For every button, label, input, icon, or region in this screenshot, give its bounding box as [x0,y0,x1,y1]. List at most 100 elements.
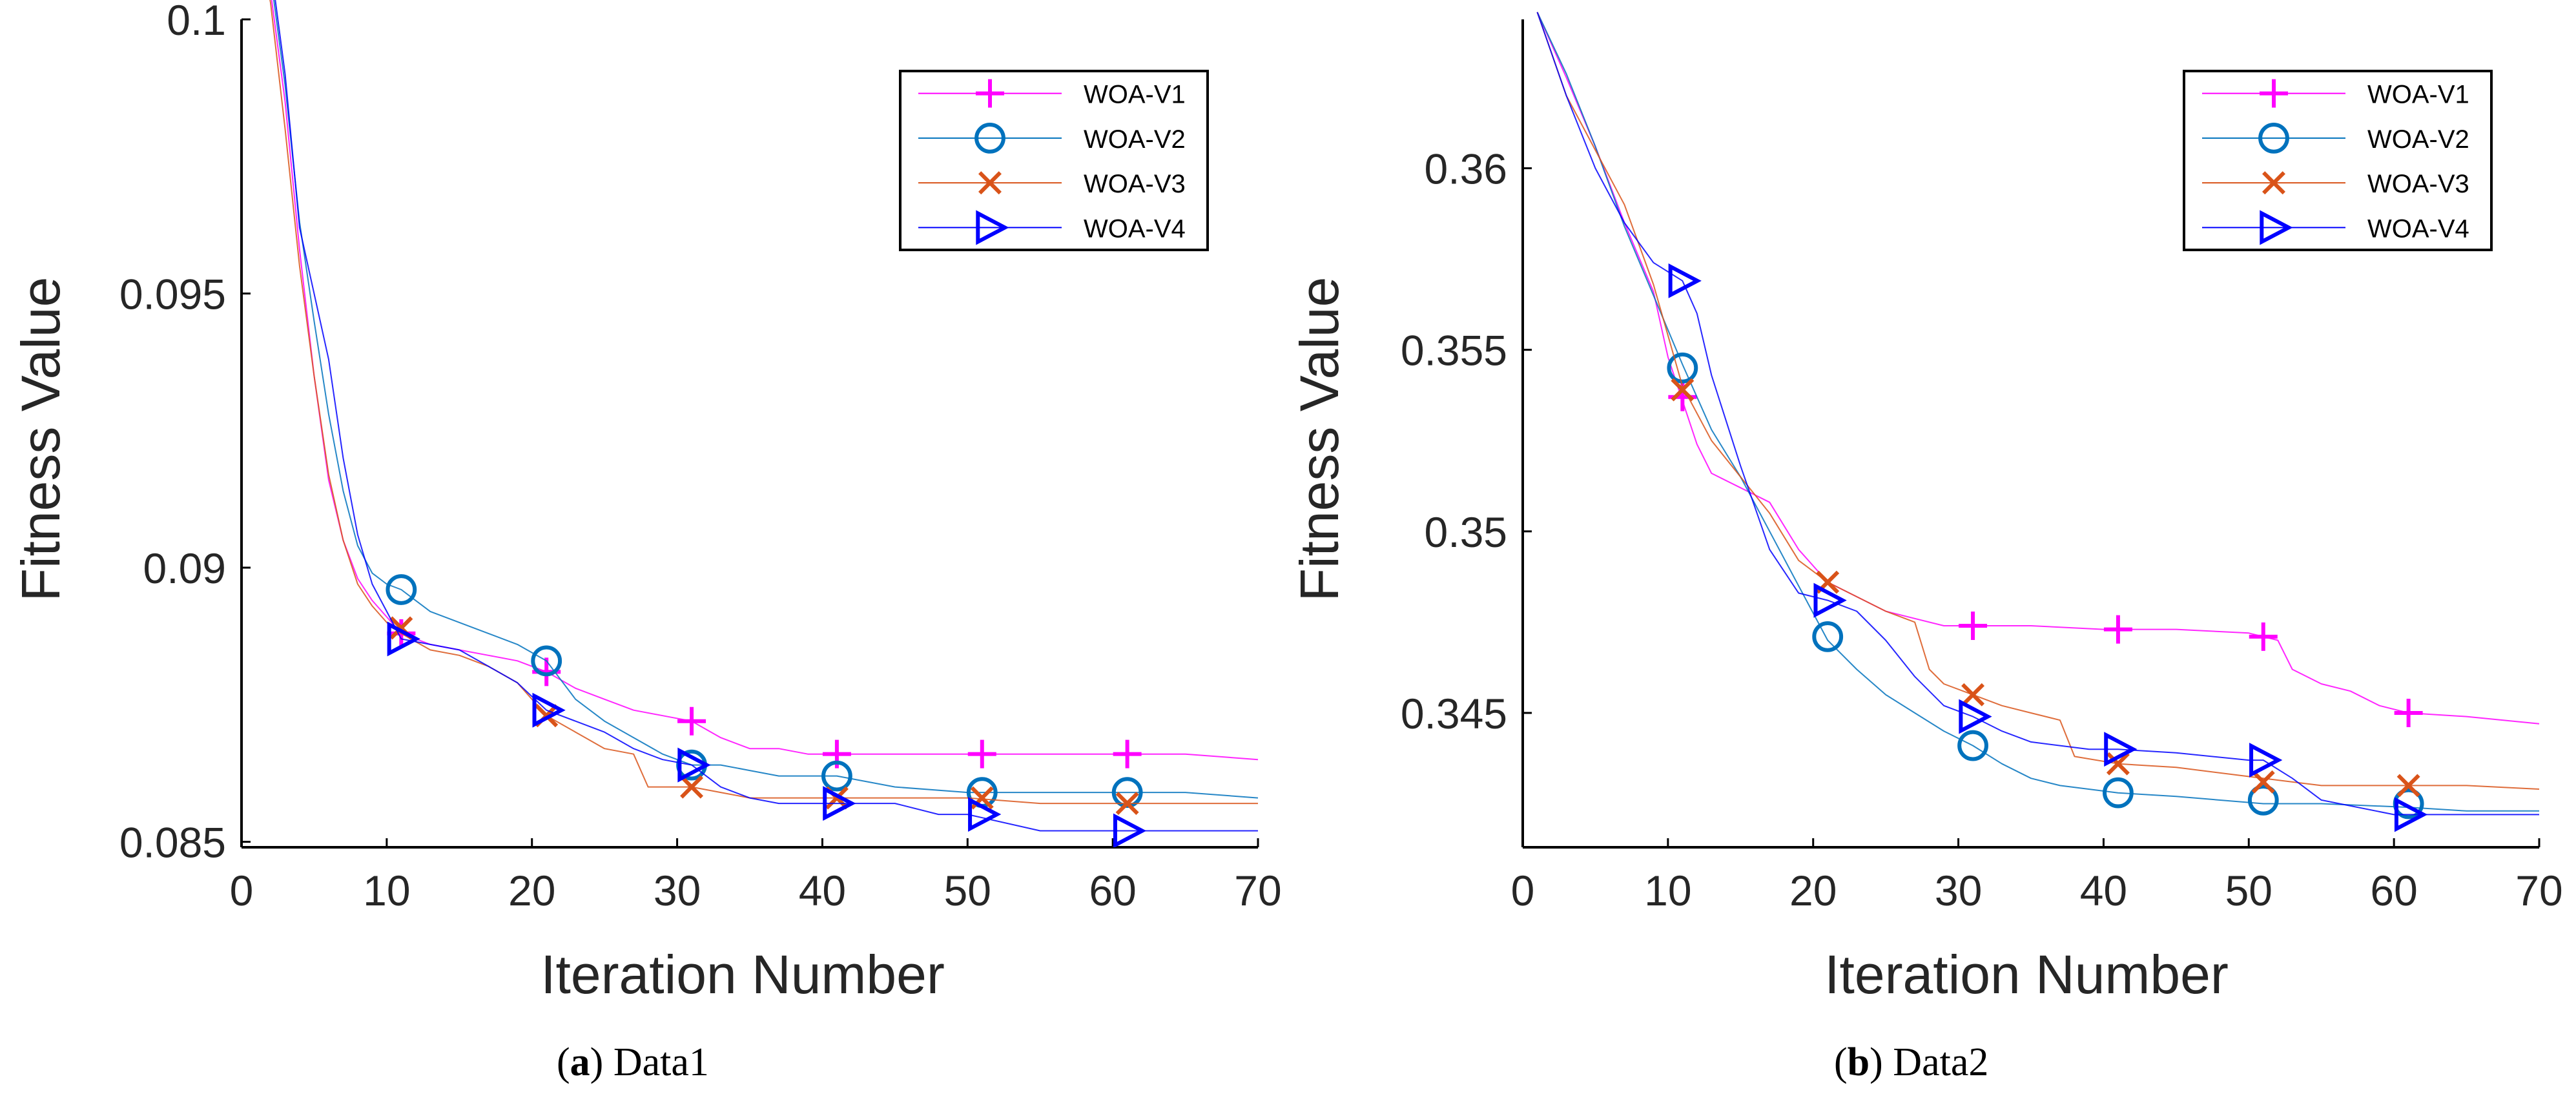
x-tick-label: 50 [2225,867,2272,914]
legend-marker-woa-v2 [2258,122,2289,154]
series-line-woa-v3 [1536,12,2540,790]
x-axis-ticks: 0 10 20 30 40 50 60 70 [1511,838,2563,914]
legend-items: WOA-V1 WOA-V2 WOA-V3 WOA-V4 [2202,79,2469,245]
data-point-woa-v2 [386,574,417,605]
data-point-woa-v1 [967,739,996,768]
data-point-woa-v4 [387,621,420,657]
data-point-woa-v4 [1813,582,1847,618]
data-point-woa-v4 [1668,263,1702,298]
legend-marker-woa-v1 [2260,79,2288,108]
x-tick-label: 20 [1789,867,1837,914]
legend-marker-woa-v4 [976,210,1009,245]
y-tick-label: 0.085 [119,819,226,867]
x-tick-label: 10 [1644,867,1691,914]
data-point-woa-v4 [2249,743,2283,778]
legend-label: WOA-V1 [1084,81,1186,109]
series-line-woa-v4 [274,0,1258,832]
data-point-woa-v4 [2104,732,2138,767]
series-line-woa-v1 [1536,12,2540,725]
legend-marker-woa-v1 [976,79,1004,108]
y-axis-label: Fitness Value [1289,277,1350,602]
x-tick-label: 60 [1089,867,1136,914]
legend: WOA-V1 WOA-V2 WOA-V3 WOA-V4 [2183,70,2493,251]
y-tick-label: 0.095 [119,271,226,318]
caption-text: Data2 [1893,1040,1989,1084]
data-point-woa-v3 [1115,792,1139,816]
data-point-woa-v4 [1113,813,1147,847]
data-point-woa-v4 [677,747,711,783]
data-point-woa-v1 [2249,622,2278,651]
series-line-woa-v2 [273,0,1259,799]
series-line-woa-v3 [269,0,1258,805]
legend-label: WOA-V3 [1084,170,1186,198]
data-point-woa-v1 [2103,615,2132,644]
y-tick-label: 0.1 [167,0,226,44]
x-tick-label: 70 [1234,867,1281,914]
chart-data1: 0 10 20 30 40 50 60 70 0.085 0.09 0.095 0.1 Iterat… [10,0,1282,1005]
data-point-woa-v1 [2394,698,2423,727]
x-tick-label: 20 [508,867,555,914]
x-tick-label: 70 [2515,867,2562,914]
data-point-woa-v4 [1959,699,1992,734]
legend-box [2183,70,2493,251]
series-group [269,0,1259,847]
x-tick-label: 0 [1511,867,1535,914]
x-tick-label: 60 [2370,867,2417,914]
data-point-woa-v3 [2106,752,2130,776]
caption-b: (b) Data2 [1834,1040,1989,1084]
y-tick-label: 0.35 [1425,508,1507,556]
data-point-woa-v2 [1957,730,1988,761]
y-axis-ticks: 0.345 0.35 0.355 0.36 [1401,145,1532,737]
y-tick-label: 0.09 [143,544,226,592]
data-point-woa-v1 [1959,612,1988,641]
y-tick-label: 0.355 [1401,327,1507,375]
legend-label: WOA-V2 [2367,125,2469,154]
data-point-woa-v1 [1113,739,1142,768]
caption-text: Data1 [613,1040,709,1084]
legend-marker-woa-v3 [2262,171,2285,195]
series-line-woa-v4 [1536,12,2539,816]
y-axis-label: Fitness Value [10,277,71,602]
caption-letter: b [1847,1040,1870,1084]
data-point-woa-v2 [2103,777,2134,809]
x-tick-label: 10 [363,867,410,914]
data-point-woa-v3 [2396,774,2420,798]
legend-marker-woa-v3 [978,171,1002,195]
data-point-woa-v3 [1961,683,1985,706]
axes-frame [1521,19,2539,849]
legend-label: WOA-V4 [2367,214,2469,243]
x-tick-label: 40 [2080,867,2127,914]
x-tick-label: 30 [1935,867,1982,914]
data-point-woa-v2 [1812,621,1844,652]
data-point-woa-v2 [1667,352,1698,384]
x-axis-label: Iteration Number [541,944,945,1005]
y-tick-label: 0.36 [1425,145,1507,193]
x-tick-label: 40 [799,867,846,914]
data-point-woa-v4 [532,692,566,728]
x-tick-label: 0 [230,867,254,914]
legend-label: WOA-V1 [2367,81,2469,109]
data-point-woa-v3 [1671,378,1695,402]
caption-a: (a) Data1 [557,1040,709,1084]
data-point-woa-v2 [821,760,852,792]
y-axis-ticks: 0.085 0.09 0.095 0.1 [119,0,251,867]
legend-marker-woa-v4 [2260,210,2293,245]
legend-items: WOA-V1 WOA-V2 WOA-V3 WOA-V4 [918,79,1186,245]
legend-label: WOA-V2 [1084,125,1186,154]
legend-label: WOA-V4 [1084,214,1186,243]
data-point-woa-v3 [680,775,704,799]
data-point-woa-v3 [2251,770,2275,794]
chart-data2: 0 10 20 30 40 50 60 70 0.345 0.35 0.355 0.36 Itera… [1289,12,2563,1005]
data-point-woa-v1 [677,706,706,736]
data-point-woa-v4 [823,786,856,821]
x-tick-label: 50 [944,867,991,914]
data-point-woa-v2 [531,645,562,677]
data-point-woa-v4 [2394,797,2428,832]
legend-marker-woa-v2 [974,122,1005,154]
x-axis-ticks: 0 10 20 30 40 50 60 70 [230,838,1282,914]
y-tick-label: 0.345 [1401,690,1507,737]
x-axis-label: Iteration Number [1824,944,2229,1005]
x-tick-label: 30 [654,867,701,914]
